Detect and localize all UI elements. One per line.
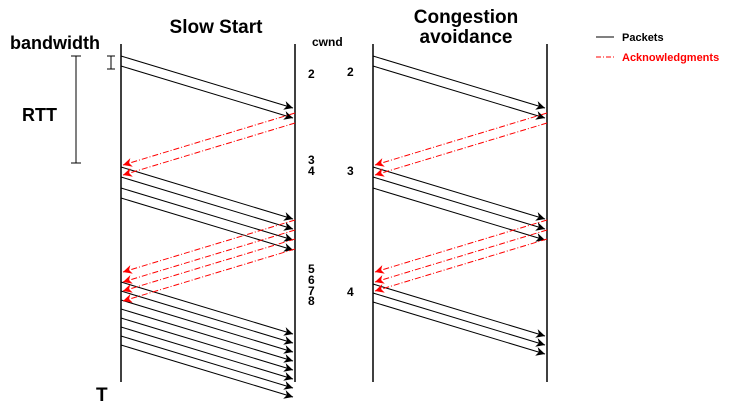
slow-start-cwnd-values: 2 3 4 5 6 7 8 bbox=[308, 67, 315, 308]
rtt-label: RTT bbox=[22, 105, 57, 125]
packet-arrow bbox=[120, 335, 294, 390]
packet-arrow bbox=[120, 166, 294, 221]
cwnd-value: 2 bbox=[347, 65, 354, 79]
packet-arrow bbox=[372, 65, 546, 120]
cwnd-value: 6 bbox=[308, 273, 315, 287]
rtt-bracket bbox=[71, 55, 81, 164]
packet-arrow bbox=[120, 197, 294, 252]
ack-arrow bbox=[122, 219, 296, 274]
cwnd-value: 2 bbox=[308, 67, 315, 81]
packet-arrow bbox=[120, 344, 294, 399]
packet-arrow bbox=[372, 55, 546, 110]
ack-arrow bbox=[374, 122, 548, 177]
cwnd-value: 3 bbox=[347, 164, 354, 178]
packet-arrow bbox=[372, 187, 546, 242]
legend: Packets Acknowledgments bbox=[596, 32, 719, 64]
packet-arrow bbox=[120, 299, 294, 354]
packet-arrow bbox=[372, 166, 546, 221]
packet-arrows bbox=[120, 55, 546, 399]
congestion-avoidance-title-line2: avoidance bbox=[420, 27, 513, 48]
packet-arrow bbox=[372, 301, 546, 356]
packet-arrow bbox=[120, 55, 294, 110]
ack-arrows bbox=[122, 112, 548, 303]
packet-arrow bbox=[372, 292, 546, 347]
legend-packets-label: Packets bbox=[622, 32, 664, 44]
ack-arrow bbox=[122, 248, 296, 303]
packet-arrow bbox=[120, 176, 294, 231]
cwnd-value: 3 bbox=[308, 153, 315, 167]
bandwidth-bracket bbox=[107, 55, 115, 70]
slow-start-title: Slow Start bbox=[170, 17, 264, 38]
congestion-avoidance-title-line1: Congestion bbox=[414, 7, 519, 28]
cwnd-value: 4 bbox=[347, 285, 354, 299]
packet-arrow bbox=[120, 187, 294, 242]
packet-arrow bbox=[120, 317, 294, 372]
congestion-cwnd-values: 2 3 4 bbox=[347, 65, 354, 299]
ack-arrow bbox=[122, 238, 296, 293]
cwnd-label: cwnd bbox=[312, 35, 343, 49]
ack-arrow bbox=[122, 229, 296, 284]
cwnd-value: 7 bbox=[308, 284, 315, 298]
packet-arrow bbox=[120, 281, 294, 336]
time-label: T bbox=[96, 385, 108, 406]
packet-arrow bbox=[372, 176, 546, 231]
packet-arrow bbox=[372, 283, 546, 338]
ack-arrow bbox=[122, 112, 296, 167]
packet-arrow bbox=[120, 308, 294, 363]
cwnd-value: 8 bbox=[308, 294, 315, 308]
legend-acks-label: Acknowledgments bbox=[622, 52, 719, 64]
ack-arrow bbox=[122, 122, 296, 177]
packet-arrow bbox=[120, 290, 294, 345]
packet-arrow bbox=[120, 65, 294, 120]
ack-arrow bbox=[374, 112, 548, 167]
cwnd-value: 4 bbox=[308, 164, 315, 178]
packet-arrow bbox=[120, 326, 294, 381]
ack-arrow bbox=[374, 219, 548, 274]
bandwidth-label: bandwidth bbox=[10, 33, 100, 53]
ack-arrow bbox=[374, 238, 548, 293]
cwnd-value: 5 bbox=[308, 262, 315, 276]
ack-arrow bbox=[374, 229, 548, 284]
